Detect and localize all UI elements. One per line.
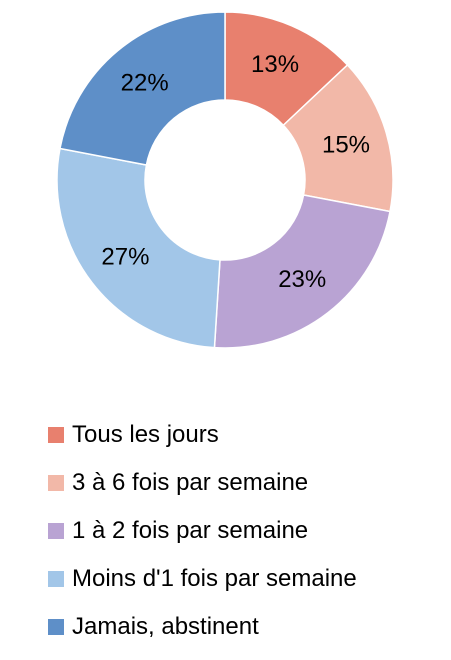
slice-percent-label: 13% [251,51,299,78]
legend-label: Tous les jours [72,421,219,448]
legend-swatch [48,571,64,587]
legend-swatch [48,475,64,491]
donut-slice [56,147,221,349]
legend-swatch [48,619,64,635]
legend-swatch [48,523,64,539]
slice-percent-label: 23% [278,266,326,293]
legend-item: 1 à 2 fois par semaine [48,507,357,555]
slice-percent-label: 15% [322,131,370,158]
legend-label: 3 à 6 fois par semaine [72,469,309,496]
legend-label: Jamais, abstinent [72,613,259,640]
legend-item: Jamais, abstinent [48,603,357,651]
legend-swatch [48,427,64,443]
donut-slice [59,11,226,166]
legend-item: Tous les jours [48,411,357,459]
donut-slices [56,11,394,349]
donut-chart: 13% 15% 23% 27% 22% [56,11,394,349]
legend-item: Moins d'1 fois par semaine [48,555,357,603]
legend-item: 3 à 6 fois par semaine [48,459,357,507]
donut-slice-labels: 13% 15% 23% 27% 22% [101,51,370,293]
slice-percent-label: 22% [121,69,169,96]
legend-label: 1 à 2 fois par semaine [72,517,309,544]
chart-legend: Tous les jours 3 à 6 fois par semaine 1 à … [48,411,357,651]
slice-percent-label: 27% [101,244,149,271]
legend-label: Moins d'1 fois par semaine [72,565,357,592]
donut-slice [213,194,391,349]
